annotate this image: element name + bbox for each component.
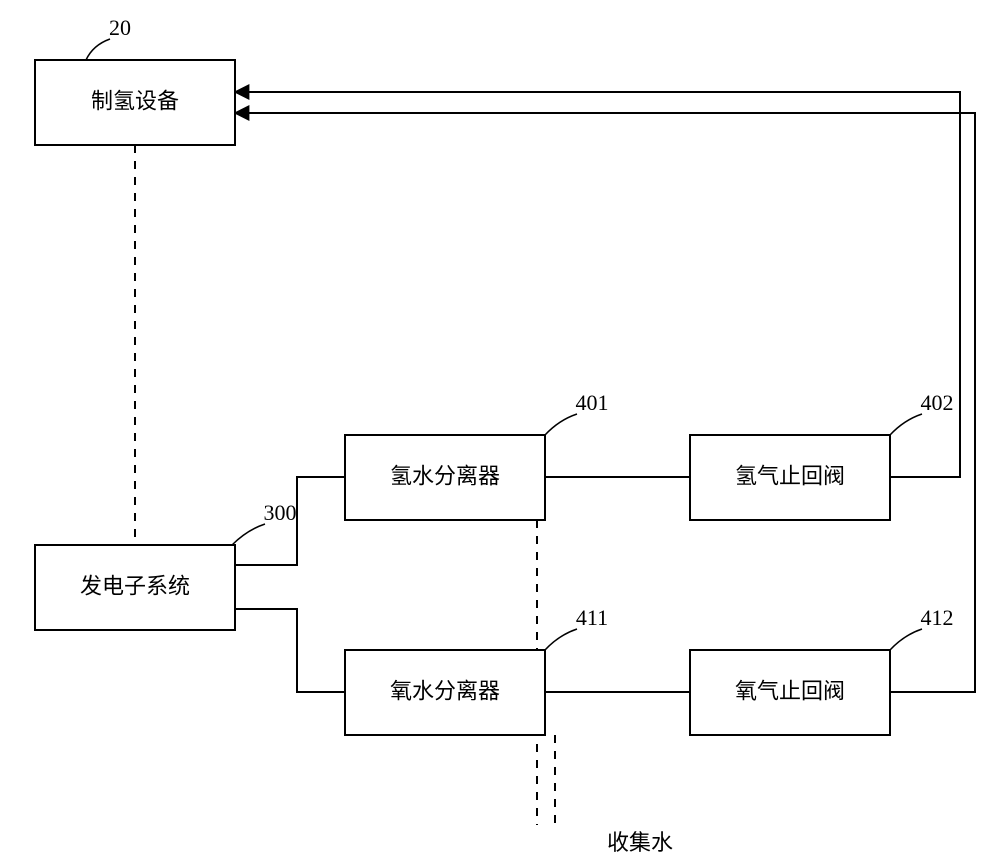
node-n401: 氢水分离器 <box>345 435 545 520</box>
ref-number: 20 <box>109 15 131 40</box>
ref-number: 402 <box>921 390 954 415</box>
ref-number: 411 <box>576 605 608 630</box>
node-n411: 氧水分离器 <box>345 650 545 735</box>
ref-number: 412 <box>921 605 954 630</box>
ref-412: 412 <box>890 605 954 650</box>
node-n402: 氢气止回阀 <box>690 435 890 520</box>
ref-411: 411 <box>545 605 608 650</box>
ref-402: 402 <box>890 390 954 435</box>
ref-number: 401 <box>576 390 609 415</box>
ref-leader <box>232 524 265 545</box>
ref-20: 20 <box>86 15 131 60</box>
node-label: 制氢设备 <box>91 89 179 114</box>
ref-leader <box>545 629 577 650</box>
ref-leader <box>890 629 922 650</box>
ref-leader <box>545 414 577 435</box>
node-label: 发电子系统 <box>80 574 190 599</box>
node-label: 氢气止回阀 <box>735 464 845 489</box>
block-diagram: 制氢设备发电子系统 氢水分离器氧水分离器 氢气止回阀氧气止回阀 20 300 401 41… <box>0 0 1000 864</box>
node-label: 氢水分离器 <box>390 464 500 489</box>
node-n412: 氧气止回阀 <box>690 650 890 735</box>
node-n300: 发电子系统 <box>35 545 235 630</box>
node-n20: 制氢设备 <box>35 60 235 145</box>
ref-401: 401 <box>545 390 609 435</box>
node-label: 氧水分离器 <box>390 679 500 704</box>
ref-leader <box>86 39 110 60</box>
node-label: 氧气止回阀 <box>735 679 845 704</box>
edge-e402-20 <box>235 92 960 477</box>
collect-water-label: 收集水 <box>607 830 673 855</box>
nodes: 制氢设备发电子系统 氢水分离器氧水分离器 氢气止回阀氧气止回阀 <box>35 60 890 735</box>
ref-300: 300 <box>232 500 297 545</box>
ref-number: 300 <box>264 500 297 525</box>
ref-leader <box>890 414 922 435</box>
edge-e300-411 <box>235 609 345 692</box>
